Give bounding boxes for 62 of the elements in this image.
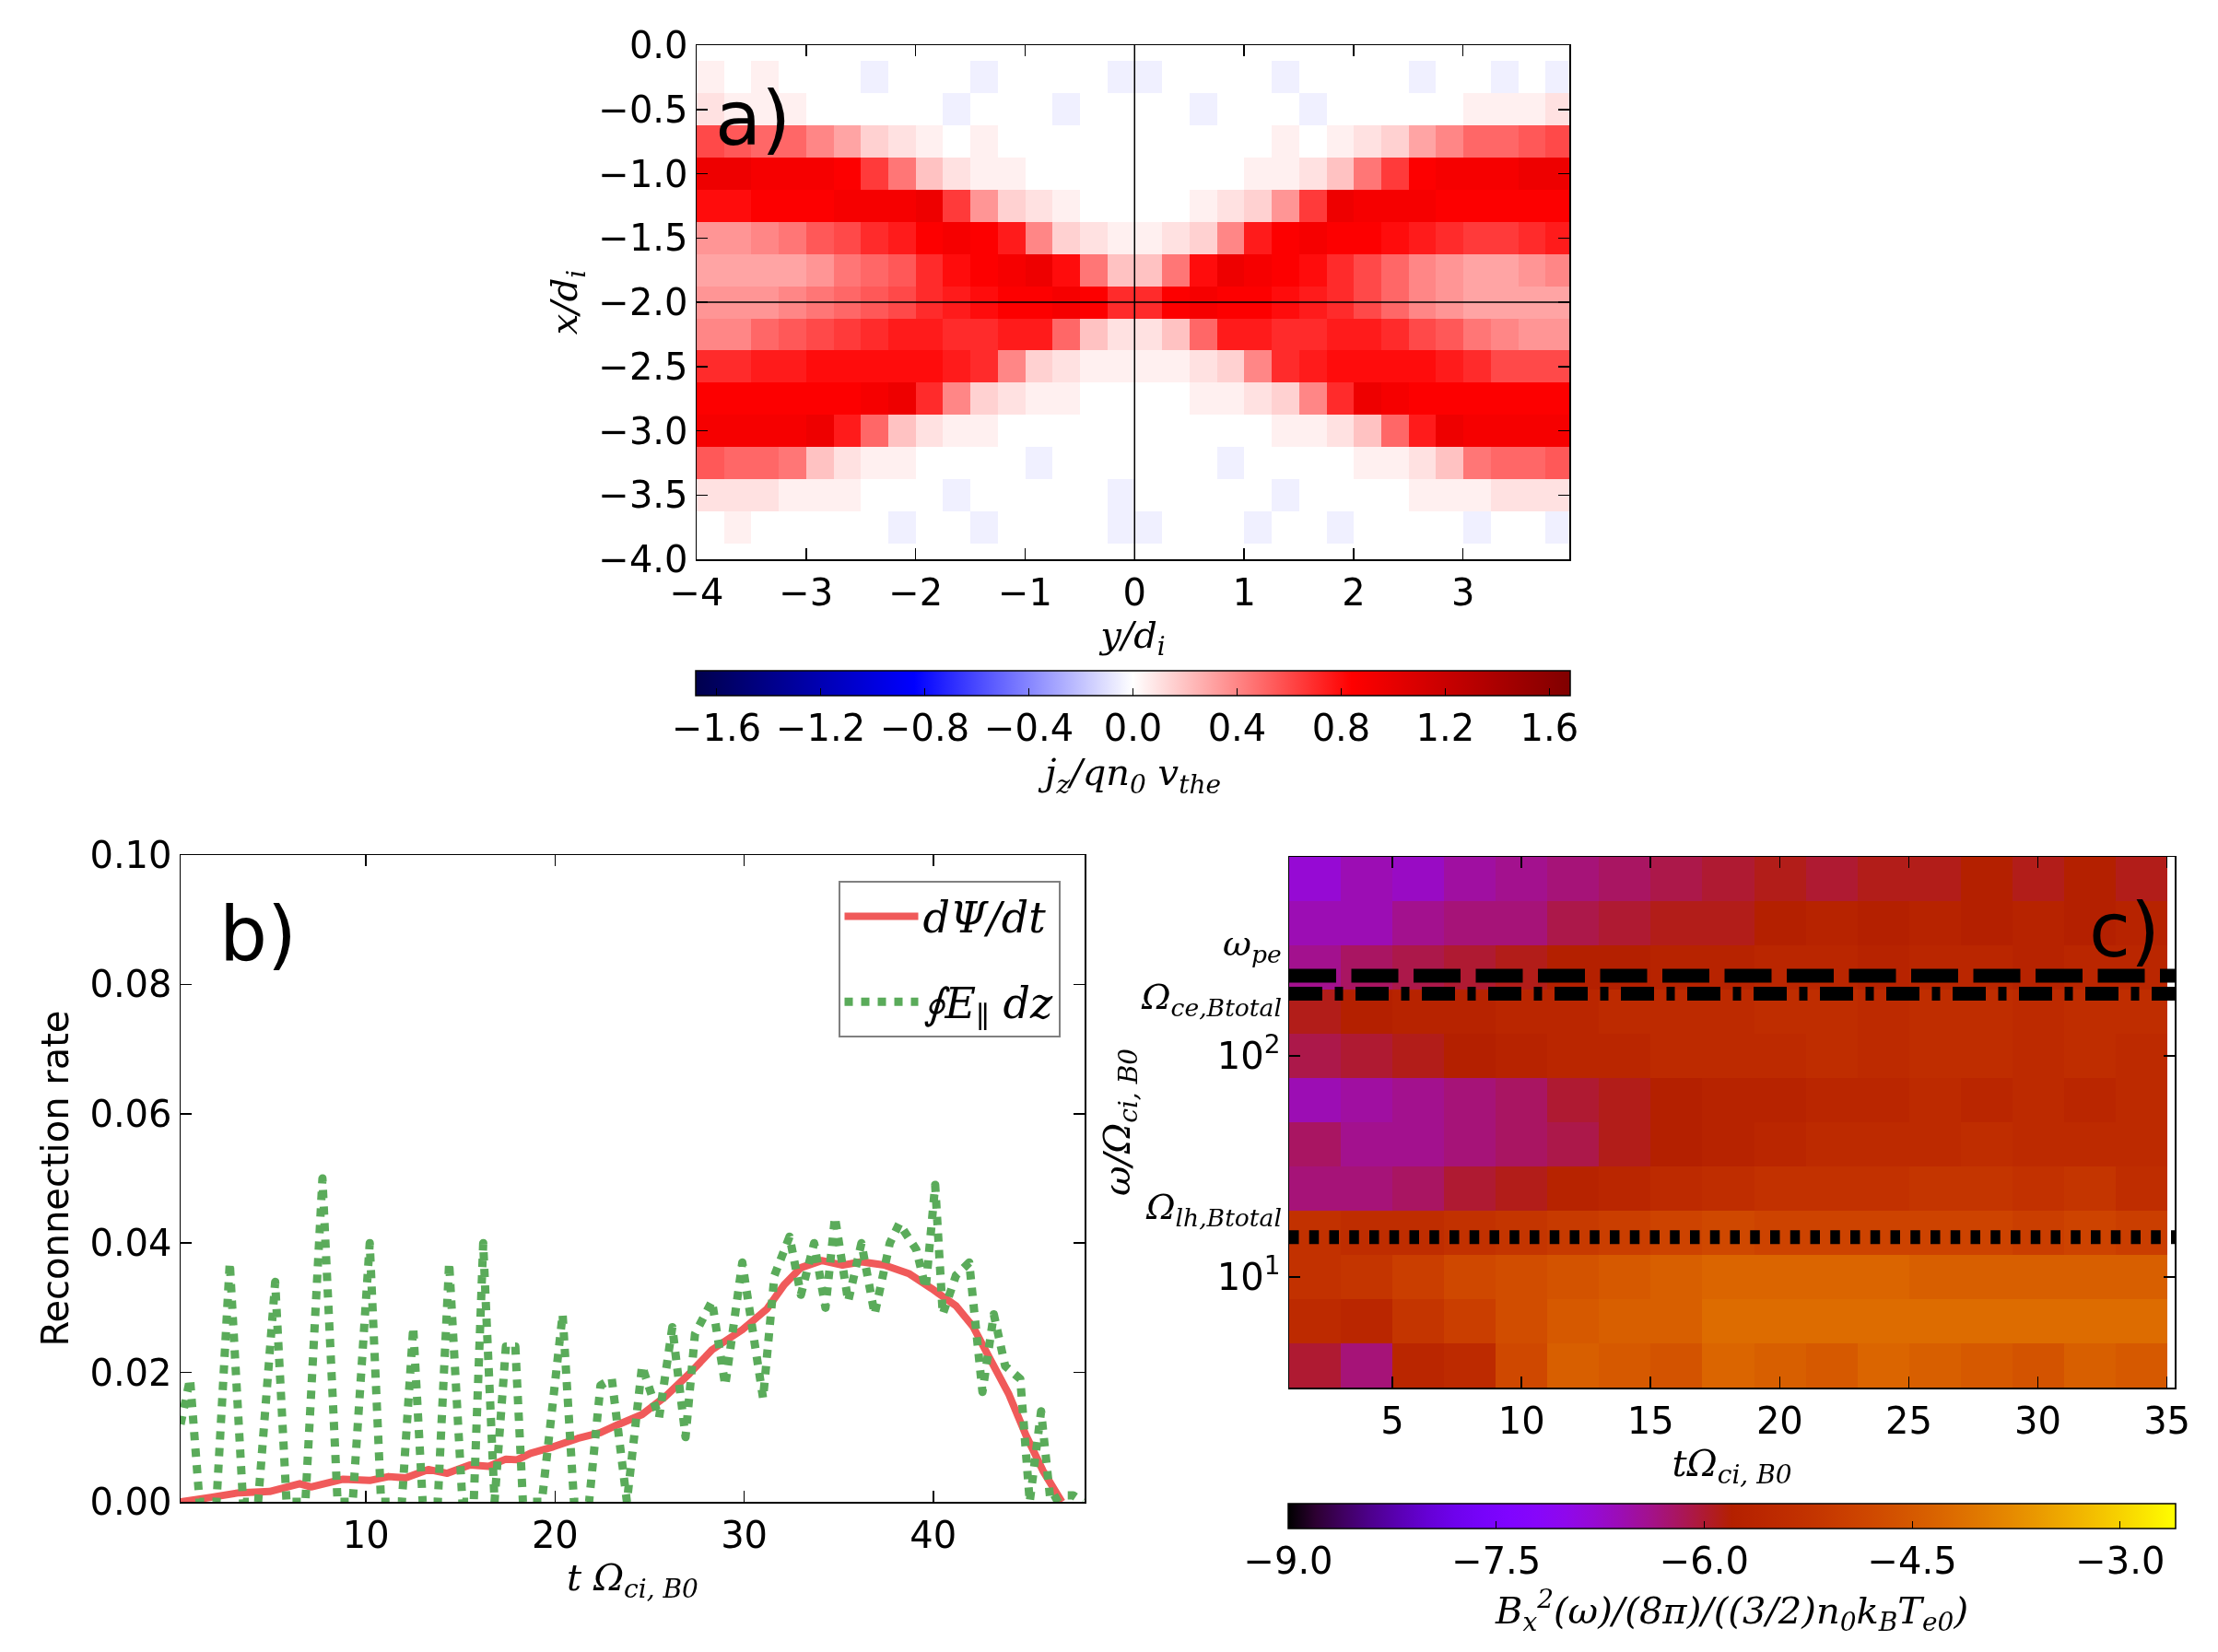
- x-tick-label: 30: [721, 1513, 769, 1556]
- y-tick-label: 0.00: [89, 1481, 172, 1523]
- annotation: b): [219, 890, 298, 978]
- color-bar-label: 0.8: [1311, 707, 1371, 750]
- color-bar-label: −6.0: [1659, 1540, 1749, 1583]
- x-tick-label: 5: [1380, 1399, 1404, 1442]
- color-bar-label: 0.0: [1103, 707, 1163, 750]
- y-tick-label: 0.04: [89, 1222, 172, 1265]
- y-tick-label: −2.5: [598, 345, 688, 388]
- x-tick-label: 20: [1755, 1399, 1803, 1442]
- y-tick-label: 0.02: [89, 1351, 172, 1394]
- color-bar-label: −4.5: [1867, 1540, 1957, 1583]
- annotation: a): [715, 75, 792, 162]
- y-tick-label: 0.08: [89, 963, 172, 1006]
- color-bar-label: −1.2: [776, 707, 866, 750]
- color-bar-label: 0.4: [1207, 707, 1267, 750]
- y-tick-label: −3.5: [598, 474, 688, 517]
- color-bar-label: −1.6: [672, 707, 762, 750]
- y-tick-label: −3.0: [598, 409, 688, 452]
- x-tick-label: 20: [531, 1513, 579, 1556]
- x-tick-label: 2: [1342, 570, 1366, 614]
- color-bar-label: 1.2: [1415, 707, 1475, 750]
- y-tick-label: −2.0: [598, 281, 688, 323]
- x-tick-label: 10: [1497, 1399, 1545, 1442]
- y-tick-label: 0.10: [89, 834, 172, 876]
- legend-label: dΨ/dt: [922, 893, 1047, 943]
- color-bar-label: −7.5: [1451, 1540, 1542, 1583]
- x-tick-label: 0: [1122, 570, 1147, 614]
- y-tick-label: 10$^{1}$: [1216, 1250, 1281, 1298]
- y-tick-label: 0.0: [628, 24, 688, 66]
- x-tick-label: 30: [2014, 1399, 2061, 1442]
- color-bar-label: −9.0: [1243, 1540, 1333, 1583]
- x-tick-label: 1: [1232, 570, 1256, 614]
- color-bar-label: 1.6: [1520, 707, 1579, 750]
- text: Ω$_{lh,Btotal}$: [1145, 1187, 1282, 1232]
- x-tick-label: 10: [342, 1513, 390, 1556]
- text: ω$_{pe}$: [1223, 923, 1282, 968]
- color-bar-label: −3.0: [2075, 1540, 2165, 1583]
- y-axis-title: Reconnection rate: [34, 1010, 77, 1347]
- y-tick-label: −1.5: [598, 217, 688, 260]
- legend-label: ∮E$_{∥}$ dz: [922, 978, 1054, 1035]
- x-tick-label: −3: [779, 570, 834, 614]
- color-bar-label: −0.4: [983, 707, 1074, 750]
- x-axis-title: t Ω$_{ci, B0}$: [567, 1555, 698, 1605]
- x-tick-label: −2: [888, 570, 944, 614]
- x-axis-title: tΩ$_{ci, B0}$: [1672, 1441, 1792, 1491]
- text: Ω$_{ce,Btotal}$: [1141, 977, 1282, 1022]
- x-tick-label: 15: [1626, 1399, 1674, 1442]
- x-tick-label: 3: [1451, 570, 1475, 614]
- x-tick-label: 40: [909, 1513, 957, 1556]
- text: B$_{x}$$^{2}$(ω)/(8π)/((3/2)n$_{0}$k$_{B}$T$_{e0}$): [1495, 1584, 1969, 1638]
- y-tick-label: 10$^{2}$: [1216, 1029, 1281, 1077]
- y-tick-label: −0.5: [598, 88, 688, 131]
- x-tick-label: 25: [1884, 1399, 1932, 1442]
- x-tick-label: −1: [997, 570, 1052, 614]
- color-bar-label: −0.8: [879, 707, 970, 750]
- x-axis-title: y/d$_{i}$: [1098, 613, 1166, 662]
- y-tick-label: 0.06: [89, 1092, 172, 1135]
- x-tick-label: 35: [2143, 1399, 2191, 1442]
- color-bar-title: j$_{z}$/qn$_{0}$ v$_{the}$: [1037, 751, 1222, 800]
- annotation: c): [2089, 886, 2161, 974]
- y-tick-label: −1.0: [598, 152, 688, 195]
